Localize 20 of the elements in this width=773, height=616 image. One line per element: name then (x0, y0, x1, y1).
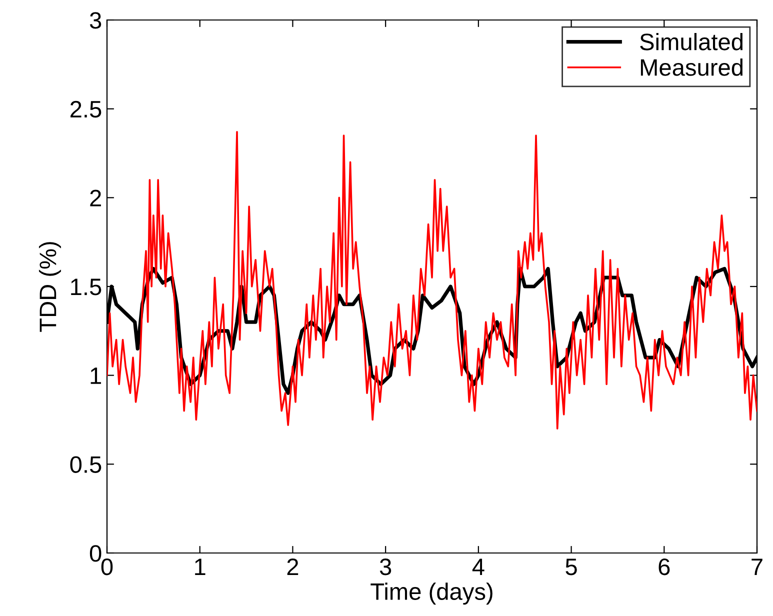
x-tick-label: 4 (472, 558, 484, 575)
x-tick-label: 1 (195, 558, 206, 575)
legend-label: Simulated (640, 32, 742, 50)
y-tick-label: 3 (90, 12, 102, 29)
x-axis-title: Time (days) (370, 582, 492, 605)
y-axis-title: TDD (%) (38, 242, 61, 332)
y-tick-label: 2.5 (70, 100, 102, 118)
x-tick-label: 3 (380, 558, 392, 576)
legend-label: Measured (640, 58, 742, 76)
x-tick-label: 5 (566, 558, 577, 576)
y-tick-label: 2 (90, 190, 101, 206)
x-tick-label: 7 (752, 558, 762, 575)
y-tick-label: 0 (90, 545, 102, 562)
line-series (107, 131, 757, 430)
x-tick-label: 6 (658, 558, 670, 576)
x-tick-label: 2 (287, 558, 298, 575)
y-tick-label: 0.5 (70, 456, 102, 473)
x-tick-label: 0 (101, 558, 113, 576)
y-tick-label: 1.5 (71, 278, 102, 296)
y-tick-label: 1 (90, 368, 101, 384)
